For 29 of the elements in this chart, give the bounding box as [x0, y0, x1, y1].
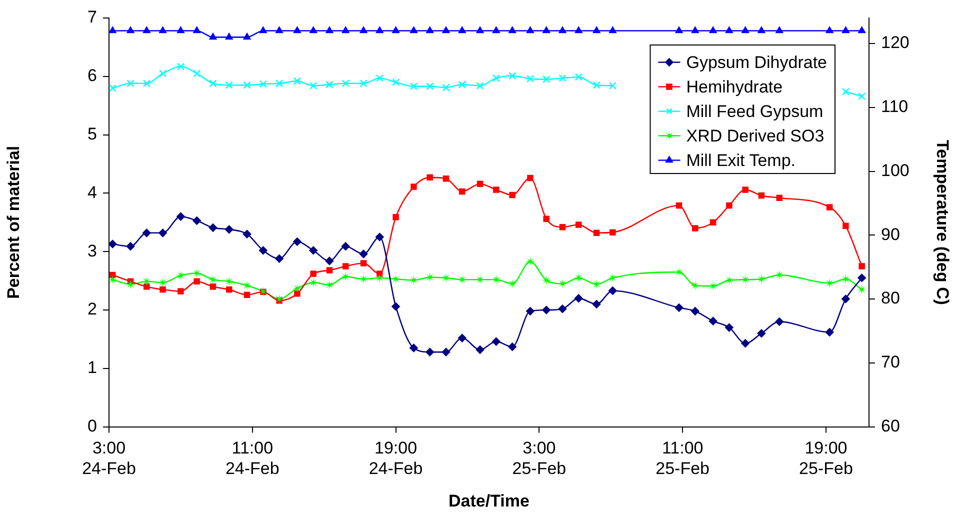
legend-label: Gypsum Dihydrate	[686, 52, 828, 72]
y-axis-title: Percent of material	[4, 146, 23, 299]
y-tick-label: 1	[88, 358, 97, 378]
y-tick-label: 5	[88, 124, 97, 144]
y2-tick-label: 120	[881, 33, 910, 52]
legend-label: Hemihydrate	[686, 77, 783, 96]
y2-tick-label: 110	[881, 97, 908, 116]
y2-tick-label: 90	[881, 224, 900, 244]
y2-tick-label: 60	[881, 416, 900, 436]
x-tick-label: 3:00 25-Feb	[512, 438, 566, 478]
legend-label: XRD Derived SO3	[686, 126, 824, 146]
legend-label: Mill Exit Temp.	[686, 150, 796, 170]
y-tick-label: 0	[88, 416, 97, 436]
y-tick-label: 6	[88, 66, 97, 86]
x-tick-label: 3:00 24-Feb	[82, 438, 136, 478]
y2-tick-label: 70	[881, 352, 900, 372]
y-tick-label: 4	[88, 182, 97, 202]
y2-axis-title: Temperature (deg C)	[933, 140, 952, 305]
x-tick-label: 11:00 24-Feb	[225, 438, 280, 478]
y2-tick-label: 100	[881, 160, 910, 180]
x-tick-label: 19:00 24-Feb	[368, 438, 423, 478]
y-tick-label: 2	[88, 300, 97, 319]
legend-label: Mill Feed Gypsum	[686, 102, 824, 121]
y2-tick-label: 80	[881, 288, 900, 308]
x-axis-title: Date/Time	[448, 491, 530, 510]
y-tick-label: 7	[88, 8, 97, 27]
y-tick-label: 3	[88, 241, 97, 260]
x-tick-label: 19:00 25-Feb	[799, 438, 853, 478]
x-tick-label: 11:00 25-Feb	[656, 438, 710, 478]
